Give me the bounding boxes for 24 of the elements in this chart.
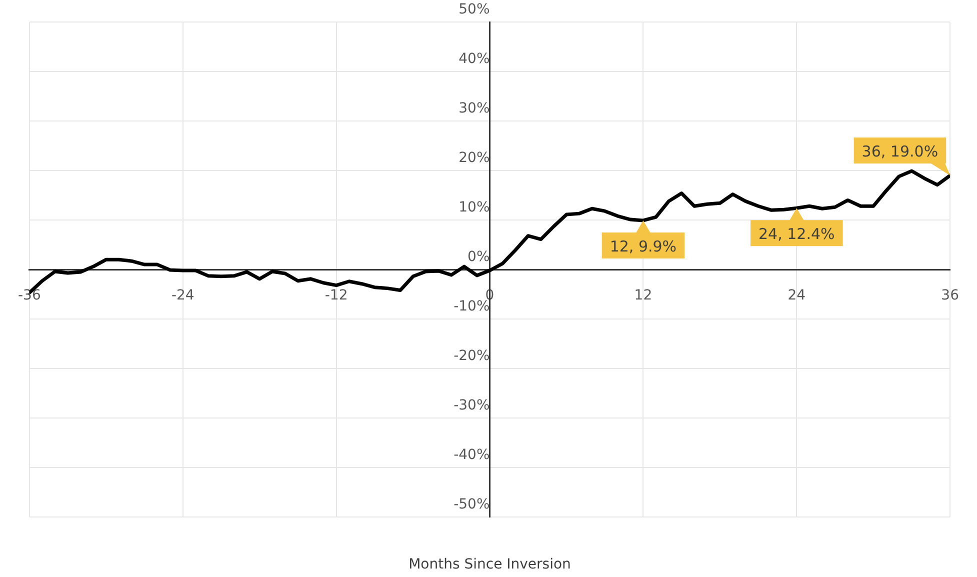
x-tick-label: 12 (634, 288, 652, 304)
y-tick-label: -40% (454, 447, 490, 464)
y-tick-label: -10% (454, 298, 490, 315)
callout: 24, 12.4% (750, 208, 843, 246)
x-axis-title: Months Since Inversion (408, 556, 571, 573)
x-tick-label: -12 (324, 288, 348, 304)
callout: 36, 19.0% (854, 137, 950, 176)
annotation: 12, 9.9% (610, 237, 677, 256)
y-tick-label: -50% (454, 496, 490, 513)
y-tick-label: 50% (458, 2, 490, 18)
annotation: 36, 19.0% (862, 142, 938, 160)
y-tick-label: 40% (458, 51, 490, 68)
y-tick-label: -30% (454, 398, 490, 414)
y-tick-label: 30% (458, 100, 490, 117)
y-tick-label: 20% (458, 150, 490, 166)
y-tick-label: -20% (454, 348, 490, 364)
x-tick-label: -24 (171, 288, 194, 304)
y-tick-label: 0% (468, 249, 490, 266)
annotation: 24, 12.4% (758, 225, 835, 244)
x-tick-label: 24 (788, 288, 806, 304)
x-tick-label: -36 (18, 288, 41, 304)
callout: 12, 9.9% (602, 220, 685, 258)
y-tick-label: 10% (458, 200, 490, 216)
x-tick-label: 36 (941, 288, 960, 304)
